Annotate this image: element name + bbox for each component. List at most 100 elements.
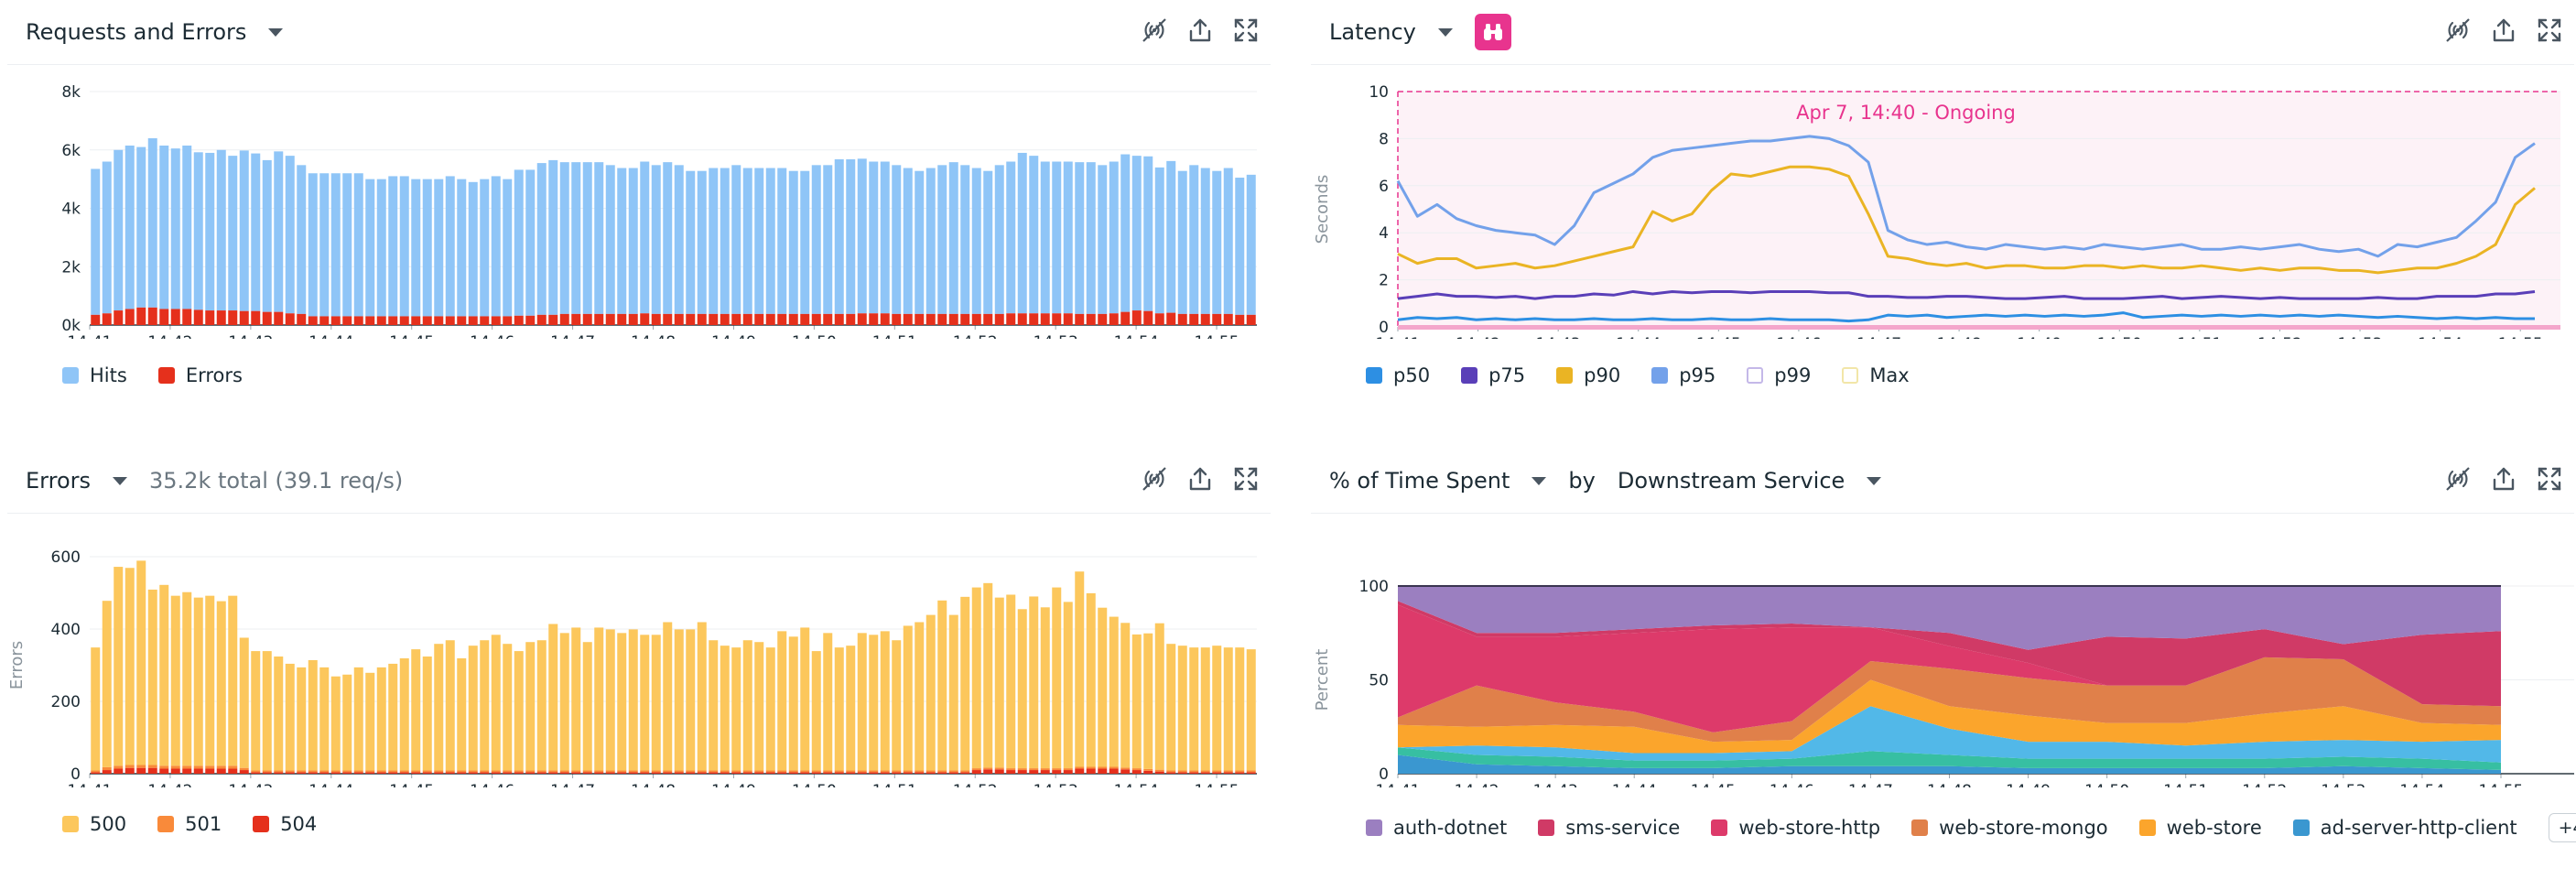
expand-icon[interactable] — [1230, 463, 1261, 494]
bar-504 — [892, 772, 902, 774]
expand-icon[interactable] — [2534, 15, 2565, 46]
bar-504 — [1006, 770, 1016, 774]
expand-icon[interactable] — [2534, 463, 2565, 494]
legend-item-p90[interactable]: p90 — [1556, 364, 1620, 386]
bar-501 — [834, 770, 844, 773]
requests-chart: 0k 2k 4k 6k 8k 14:41 14:42 14:43 14:44 14:45 14:46… — [7, 64, 1271, 352]
errors-bar — [262, 311, 272, 325]
x-tick-label: 14:49 — [711, 333, 756, 339]
title-dropdown-caret-icon[interactable] — [1437, 27, 1453, 37]
area-web-store-http — [1398, 604, 2501, 732]
bar-501 — [640, 770, 650, 773]
legend-item-p75[interactable]: p75 — [1461, 364, 1525, 386]
share-icon[interactable] — [1185, 463, 1216, 494]
bar-504 — [834, 772, 844, 774]
share-icon[interactable] — [2488, 463, 2519, 494]
errors-total: 35.2k total (39.1 req/s) — [149, 468, 404, 494]
hits-bar — [239, 150, 249, 311]
bar-501 — [205, 765, 215, 769]
legend-label: ad-server-http-client — [2320, 817, 2517, 839]
live-icon[interactable] — [1139, 15, 1170, 46]
bar-501 — [1166, 770, 1176, 773]
group-by-caret-icon[interactable] — [1867, 476, 1882, 485]
hits-bar — [182, 145, 192, 309]
legend-swatch — [1366, 819, 1382, 836]
bar-504 — [594, 772, 604, 774]
legend-item-p50[interactable]: p50 — [1366, 364, 1430, 386]
bar-500 — [1200, 647, 1210, 771]
bar-501 — [777, 770, 787, 773]
binoculars-icon[interactable] — [1474, 14, 1511, 50]
title-dropdown-caret-icon[interactable] — [1532, 476, 1547, 485]
bar-504 — [514, 772, 524, 774]
live-icon[interactable] — [2442, 463, 2473, 494]
bar-501 — [193, 765, 203, 769]
bar-504 — [742, 772, 752, 774]
bar-500 — [1063, 602, 1073, 769]
hits-bar — [960, 165, 970, 314]
x-tick-label: 14:47 — [1856, 335, 1901, 339]
live-icon[interactable] — [2442, 15, 2473, 46]
legend-item-504[interactable]: 504 — [253, 813, 317, 835]
errors-bar — [628, 313, 638, 325]
legend-item-max[interactable]: Max — [1842, 364, 1910, 386]
bar-501 — [136, 765, 146, 768]
legend-item-web-store-mongo[interactable]: web-store-mongo — [1911, 817, 2108, 839]
hits-bar — [353, 173, 363, 317]
errors-bar — [1131, 310, 1142, 325]
y-axis-label: Seconds — [1313, 175, 1332, 244]
legend-item-errors[interactable]: Errors — [157, 364, 243, 386]
legend-item-sms-service[interactable]: sms-service — [1538, 817, 1680, 839]
bar-501 — [1212, 770, 1222, 773]
hits-bar — [480, 179, 490, 317]
x-tick-label: 14:44 — [1612, 782, 1657, 787]
expand-icon[interactable] — [1230, 15, 1261, 46]
legend-item-501[interactable]: 501 — [157, 813, 222, 835]
hits-bar — [628, 168, 638, 314]
bar-500 — [709, 640, 719, 771]
hits-bar — [399, 176, 409, 317]
legend-item-p99[interactable]: p99 — [1747, 364, 1811, 386]
bar-500 — [262, 651, 272, 771]
legend-item-auth-dotnet[interactable]: auth-dotnet — [1366, 817, 1507, 839]
legend-item-hits[interactable]: Hits — [62, 364, 127, 386]
x-tick-label: 14:44 — [1616, 335, 1661, 339]
hits-bar — [811, 165, 821, 314]
bar-504 — [1154, 771, 1164, 774]
errors-bar — [102, 313, 112, 325]
x-tick-label: 14:51 — [2163, 782, 2208, 787]
hits-bar — [1235, 178, 1245, 315]
legend-item-web-store[interactable]: web-store — [2138, 817, 2262, 839]
bar-501 — [1017, 768, 1027, 771]
more-series-button[interactable]: +44 — [2548, 813, 2576, 842]
bar-500 — [308, 659, 318, 771]
annotation-label: Apr 7, 14:40 - Ongoing — [1796, 102, 2016, 124]
hits-bar — [892, 165, 902, 314]
legend-swatch — [62, 367, 79, 384]
bar-501 — [800, 770, 810, 773]
bar-504 — [182, 768, 192, 774]
legend-item-500[interactable]: 500 — [62, 813, 126, 835]
errors-bar — [617, 313, 627, 325]
errors-bar — [1075, 313, 1085, 325]
bar-500 — [925, 614, 936, 771]
title-dropdown-caret-icon[interactable] — [113, 476, 128, 485]
x-tick-label: 14:41 — [68, 333, 113, 339]
y-tick-label: 0 — [1379, 765, 1389, 784]
legend-item-web-store-http[interactable]: web-store-http — [1711, 817, 1880, 839]
group-by-select[interactable]: Downstream Service — [1617, 468, 1845, 494]
bar-501 — [1040, 768, 1050, 771]
errors-bar — [686, 313, 696, 325]
latency-panel: Latency 0 2 4 6 8 10 14:41 14:42 14:43 14:44 14:45… — [1311, 0, 2574, 430]
legend-item-ad-server-http-client[interactable]: ad-server-http-client — [2292, 817, 2517, 839]
x-tick-label: 14:54 — [2418, 335, 2462, 339]
bar-504 — [193, 768, 203, 774]
live-icon[interactable] — [1139, 463, 1170, 494]
bar-500 — [686, 629, 696, 771]
bar-501 — [1006, 768, 1016, 771]
share-icon[interactable] — [1185, 15, 1216, 46]
title-dropdown-caret-icon[interactable] — [268, 27, 284, 37]
bar-504 — [365, 772, 375, 774]
share-icon[interactable] — [2488, 15, 2519, 46]
legend-item-p95[interactable]: p95 — [1651, 364, 1716, 386]
